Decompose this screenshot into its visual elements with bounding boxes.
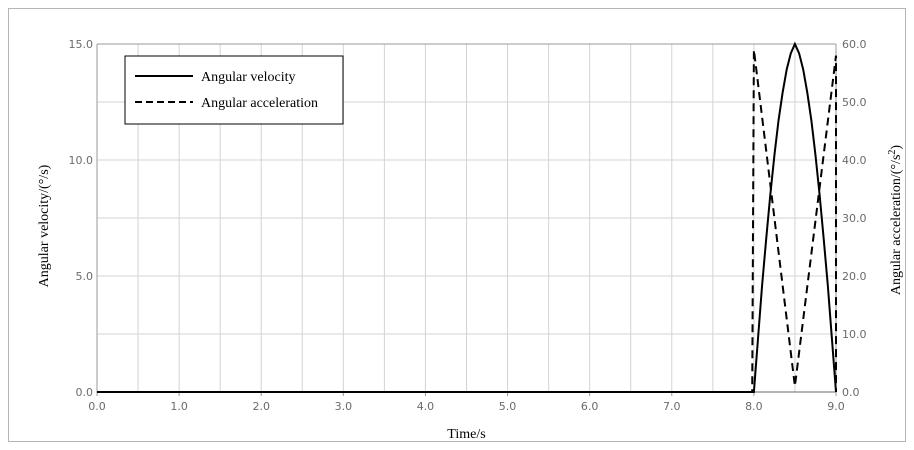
y-left-axis-title: Angular velocity/(°/s)	[37, 164, 52, 287]
y-right-tick-label: 30.0	[842, 212, 867, 225]
angular-acceleration-line	[97, 49, 837, 393]
legend-box	[124, 55, 344, 125]
x-tick-label: 6.0	[581, 400, 599, 413]
x-tick-label: 7.0	[663, 400, 681, 413]
x-tick-label: 0.0	[88, 400, 106, 413]
x-tick-label: 3.0	[335, 400, 353, 413]
x-tick-label: 8.0	[745, 400, 763, 413]
y-left-tick-label: 0.0	[76, 386, 94, 399]
y-right-tick-label: 60.0	[842, 38, 867, 51]
y-right-tick-label: 50.0	[842, 96, 867, 109]
x-axis-title: Time/s	[447, 427, 485, 442]
x-tick-label: 4.0	[417, 400, 435, 413]
y-left-tick-label: 5.0	[76, 270, 94, 283]
y-right-tick-label: 10.0	[842, 328, 867, 341]
y-left-tick-label: 15.0	[69, 38, 94, 51]
y-right-axis-title: Angular acceleration/(°/s2)	[887, 145, 904, 295]
y-right-tick-label: 0.0	[842, 386, 860, 399]
x-tick-label: 2.0	[252, 400, 270, 413]
angular-velocity-line	[97, 41, 837, 393]
y-left-tick-label: 10.0	[69, 154, 94, 167]
legend-label-velocity: Angular velocity	[201, 70, 295, 85]
y-right-tick-label: 20.0	[842, 270, 867, 283]
x-tick-label: 5.0	[499, 400, 517, 413]
y-right-tick-label: 40.0	[842, 154, 867, 167]
x-tick-label: 9.0	[827, 400, 845, 413]
legend-label-acceleration: Angular acceleration	[201, 96, 318, 111]
x-tick-label: 1.0	[170, 400, 188, 413]
